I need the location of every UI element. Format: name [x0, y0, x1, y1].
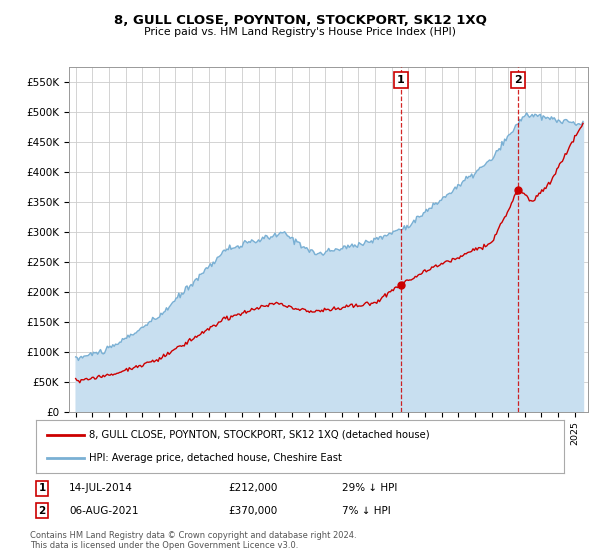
Text: Price paid vs. HM Land Registry's House Price Index (HPI): Price paid vs. HM Land Registry's House …: [144, 27, 456, 37]
Text: 2: 2: [514, 76, 522, 85]
Text: 8, GULL CLOSE, POYNTON, STOCKPORT, SK12 1XQ (detached house): 8, GULL CLOSE, POYNTON, STOCKPORT, SK12 …: [89, 430, 430, 440]
Text: Contains HM Land Registry data © Crown copyright and database right 2024.
This d: Contains HM Land Registry data © Crown c…: [30, 531, 356, 550]
Text: £212,000: £212,000: [228, 483, 277, 493]
Text: HPI: Average price, detached house, Cheshire East: HPI: Average price, detached house, Ches…: [89, 453, 341, 463]
Text: 7% ↓ HPI: 7% ↓ HPI: [342, 506, 391, 516]
Text: 1: 1: [38, 483, 46, 493]
Text: 14-JUL-2014: 14-JUL-2014: [69, 483, 133, 493]
Text: 2: 2: [38, 506, 46, 516]
Text: 8, GULL CLOSE, POYNTON, STOCKPORT, SK12 1XQ: 8, GULL CLOSE, POYNTON, STOCKPORT, SK12 …: [113, 14, 487, 27]
Text: 06-AUG-2021: 06-AUG-2021: [69, 506, 139, 516]
Text: £370,000: £370,000: [228, 506, 277, 516]
Text: 29% ↓ HPI: 29% ↓ HPI: [342, 483, 397, 493]
Text: 1: 1: [397, 76, 404, 85]
